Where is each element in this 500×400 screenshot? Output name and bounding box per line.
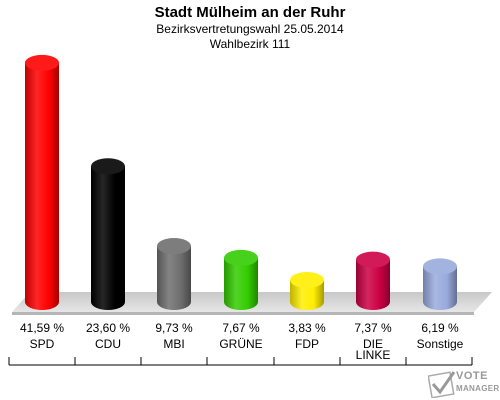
- district-label: Wahlbezirk 111: [209, 37, 291, 51]
- checkmark-icon: [428, 371, 456, 398]
- bar-FDP: [290, 279, 324, 310]
- bar-top-SPD: [25, 54, 59, 71]
- category-label: FDP: [295, 337, 319, 351]
- category-label: DIE: [363, 337, 383, 351]
- logo-text-vote: VOTE: [456, 370, 488, 382]
- value-label: 9,73 %: [155, 321, 193, 335]
- category-label: CDU: [95, 337, 121, 351]
- value-label: 23,60 %: [86, 321, 130, 335]
- logo-text-manager: MANAGER: [456, 384, 500, 393]
- bar-GRÜNE: [224, 257, 258, 310]
- bar-top-DIE LINKE: [356, 251, 390, 268]
- bar-top-Sonstige: [423, 258, 457, 275]
- bar-Sonstige: [423, 266, 457, 310]
- bar-DIE LINKE: [356, 259, 390, 310]
- chart-subtitle: Bezirksvertretungswahl 25.05.2014: [156, 22, 344, 36]
- category-label: Sonstige: [417, 337, 464, 351]
- vote-manager-logo: [428, 371, 456, 398]
- value-label: 41,59 %: [20, 321, 64, 335]
- value-label: 6,19 %: [421, 321, 459, 335]
- bar-top-FDP: [290, 271, 324, 288]
- category-label: GRÜNE: [219, 337, 262, 351]
- bar-MBI: [157, 246, 191, 310]
- category-label: SPD: [30, 337, 55, 351]
- chart-title: Stadt Mülheim an der Ruhr: [154, 4, 346, 21]
- bar-top-CDU: [91, 158, 125, 175]
- value-label: 7,37 %: [354, 321, 392, 335]
- bar-CDU: [91, 166, 125, 310]
- bar-SPD: [25, 62, 59, 310]
- chart-floor-edge: [12, 312, 474, 315]
- value-label: 3,83 %: [288, 321, 326, 335]
- bar-top-GRÜNE: [224, 249, 258, 266]
- category-label: LINKE: [356, 348, 391, 362]
- bar-top-MBI: [157, 238, 191, 255]
- category-label: MBI: [163, 337, 184, 351]
- value-label: 7,67 %: [222, 321, 260, 335]
